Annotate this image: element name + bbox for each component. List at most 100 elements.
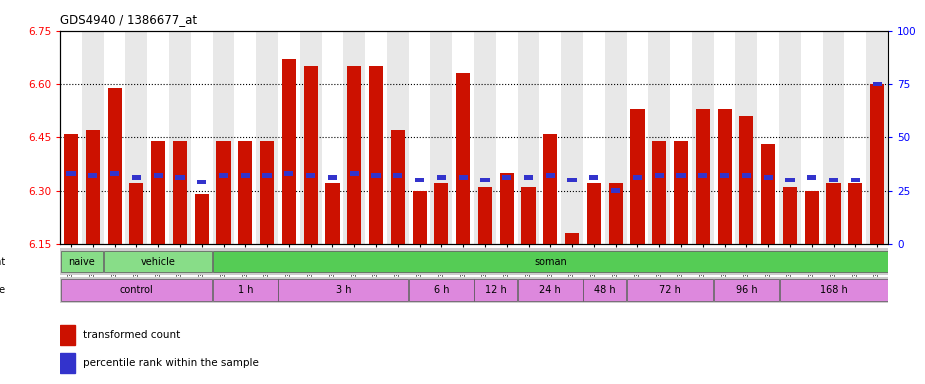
Bar	[851, 177, 860, 182]
Bar	[284, 171, 293, 176]
Bar	[696, 109, 709, 244]
Bar	[126, 31, 147, 244]
Bar	[720, 173, 729, 178]
Bar	[67, 171, 76, 176]
Bar	[282, 59, 296, 244]
Bar	[735, 31, 758, 244]
Bar	[546, 173, 555, 178]
Bar	[430, 31, 452, 244]
Bar	[369, 66, 383, 244]
Bar	[387, 31, 409, 244]
Bar	[589, 175, 598, 180]
Bar	[674, 141, 688, 244]
Text: agent: agent	[0, 257, 6, 266]
Bar	[866, 31, 888, 244]
Text: naive: naive	[68, 257, 95, 266]
Bar	[390, 130, 405, 244]
Bar	[808, 175, 817, 180]
Text: 1 h: 1 h	[238, 285, 253, 295]
Bar	[60, 325, 75, 344]
Bar	[627, 279, 713, 301]
Bar	[761, 144, 775, 244]
Bar	[763, 175, 772, 180]
Bar	[502, 175, 512, 180]
Bar	[522, 187, 536, 244]
Bar	[413, 190, 426, 244]
Text: 24 h: 24 h	[539, 285, 561, 295]
Text: GDS4940 / 1386677_at: GDS4940 / 1386677_at	[60, 13, 197, 26]
Bar	[739, 116, 754, 244]
Bar	[263, 173, 272, 178]
Bar	[88, 173, 97, 178]
Bar	[584, 279, 626, 301]
Bar	[783, 187, 797, 244]
Bar	[86, 130, 100, 244]
Bar	[415, 177, 425, 182]
Bar	[306, 173, 315, 178]
Bar	[219, 173, 228, 178]
Bar	[343, 31, 365, 244]
Bar	[435, 184, 449, 244]
Bar	[718, 109, 732, 244]
Bar	[213, 250, 888, 273]
Bar	[326, 184, 339, 244]
Bar	[372, 173, 380, 178]
Bar	[630, 109, 645, 244]
Bar	[474, 31, 496, 244]
Bar	[780, 279, 888, 301]
Bar	[870, 84, 884, 244]
Bar	[822, 31, 845, 244]
Bar	[648, 31, 670, 244]
Text: 168 h: 168 h	[820, 285, 847, 295]
Bar	[173, 141, 187, 244]
Bar	[714, 279, 779, 301]
Bar	[826, 184, 841, 244]
Bar	[609, 184, 623, 244]
Bar	[107, 88, 122, 244]
Text: 12 h: 12 h	[485, 285, 507, 295]
Bar	[605, 31, 626, 244]
Text: 6 h: 6 h	[434, 285, 450, 295]
Bar	[848, 184, 862, 244]
Text: vehicle: vehicle	[141, 257, 176, 266]
Text: 96 h: 96 h	[735, 285, 758, 295]
Bar	[130, 184, 143, 244]
Bar	[347, 66, 362, 244]
Bar	[456, 73, 470, 244]
Bar	[213, 279, 278, 301]
Bar	[60, 353, 75, 373]
Bar	[633, 175, 642, 180]
Bar	[60, 250, 104, 273]
Bar	[409, 279, 474, 301]
Bar	[698, 173, 708, 178]
Text: percentile rank within the sample: percentile rank within the sample	[83, 358, 259, 368]
Bar	[131, 175, 141, 180]
Text: 72 h: 72 h	[660, 285, 681, 295]
Bar	[611, 188, 621, 193]
Bar	[805, 190, 819, 244]
Bar	[260, 141, 274, 244]
Bar	[278, 279, 408, 301]
Bar	[256, 31, 278, 244]
Bar	[239, 141, 253, 244]
Text: soman: soman	[534, 257, 567, 266]
Bar	[240, 173, 250, 178]
Bar	[213, 31, 234, 244]
Bar	[561, 31, 583, 244]
Bar	[169, 31, 191, 244]
Bar	[475, 279, 517, 301]
Bar	[518, 279, 583, 301]
Bar	[518, 31, 539, 244]
Bar	[652, 141, 666, 244]
Bar	[459, 175, 468, 180]
Bar	[60, 279, 212, 301]
Bar	[568, 177, 576, 182]
Bar	[480, 177, 489, 182]
Bar	[478, 187, 492, 244]
Text: control: control	[119, 285, 154, 295]
Bar	[742, 173, 751, 178]
Bar	[110, 171, 119, 176]
Bar	[524, 175, 533, 180]
Bar	[151, 141, 166, 244]
Text: 48 h: 48 h	[594, 285, 616, 295]
